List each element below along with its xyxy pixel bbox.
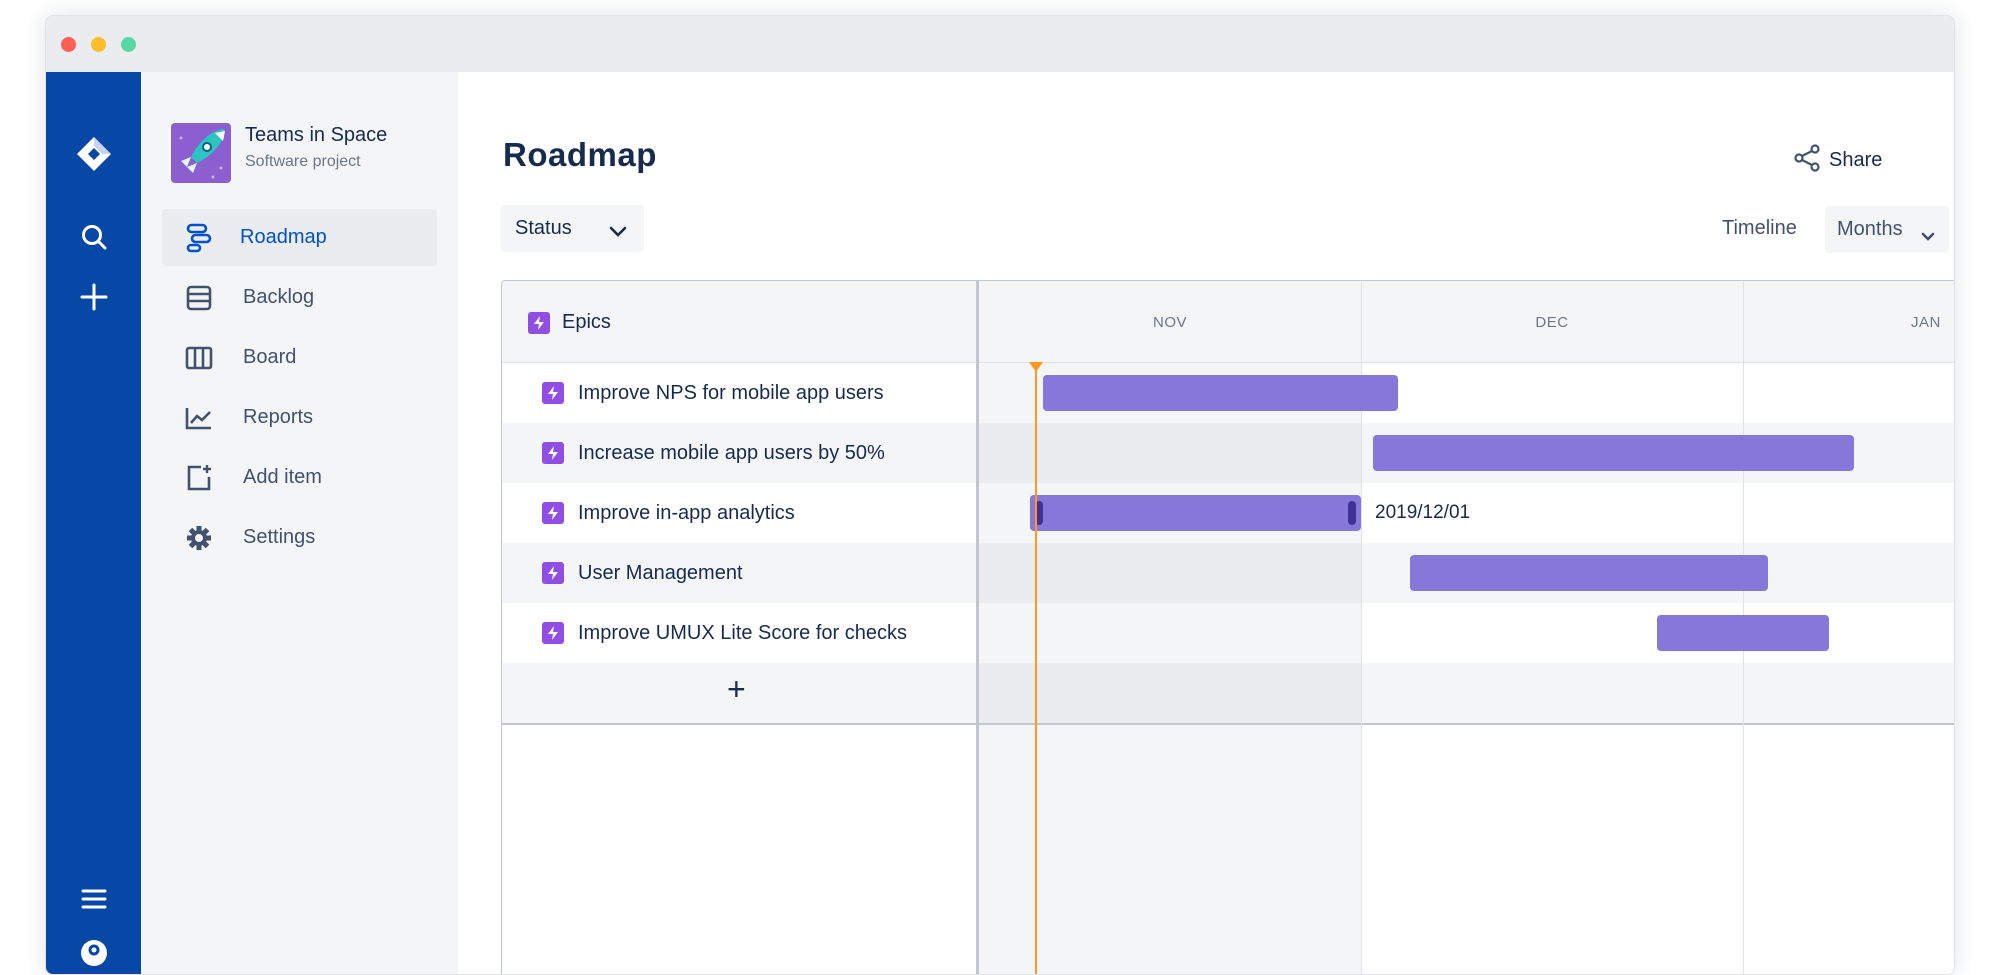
current-month-column xyxy=(979,723,1361,974)
epic-bar[interactable] xyxy=(1656,615,1830,651)
epic-icon xyxy=(528,311,550,334)
epic-bar[interactable] xyxy=(1042,375,1398,411)
close-window-button[interactable] xyxy=(61,37,76,52)
epic-name[interactable]: Improve UMUX Lite Score for checks xyxy=(578,622,907,644)
sidebar-item-label: Backlog xyxy=(243,286,315,308)
epic-row[interactable]: Increase mobile app users by 50% xyxy=(502,423,1954,483)
sidebar-item-roadmap[interactable]: Roadmap xyxy=(162,209,437,266)
chevron-down-icon xyxy=(609,221,627,244)
current-month-cell xyxy=(979,423,1361,483)
today-marker-arrow-icon xyxy=(1028,362,1043,372)
table-bottom-border xyxy=(502,723,1954,725)
epic-icon xyxy=(542,382,564,404)
add-epic-row[interactable]: + xyxy=(502,663,1954,723)
share-button[interactable]: Share xyxy=(1793,144,1882,177)
epic-icon xyxy=(542,562,564,584)
board-icon xyxy=(184,343,214,373)
status-filter-dropdown[interactable]: Status xyxy=(501,205,644,252)
project-avatar[interactable] xyxy=(171,123,231,183)
sidebar-item-backlog[interactable]: Backlog xyxy=(162,269,437,326)
epic-row[interactable]: User Management xyxy=(502,543,1954,603)
share-icon xyxy=(1793,144,1821,177)
sidebar-item-settings[interactable]: Settings xyxy=(162,509,437,566)
month-label-jan: JAN xyxy=(1911,313,1941,331)
roadmap-table: Improve NPS for mobile app users Increase… xyxy=(501,280,1954,974)
project-sidebar: Teams in Space Software project Roadmap … xyxy=(141,72,476,974)
sidebar-item-label: Roadmap xyxy=(240,226,327,248)
epic-icon xyxy=(542,442,564,464)
month-divider xyxy=(1361,281,1362,974)
chevron-down-icon xyxy=(1921,225,1935,248)
timeline-select-value: Months xyxy=(1837,218,1903,240)
epic-name[interactable]: User Management xyxy=(578,562,743,584)
main-content: Roadmap Share Status Timeline Months Imp… xyxy=(458,72,1954,974)
month-label-dec: DEC xyxy=(1535,313,1569,331)
title-bar xyxy=(46,16,1954,72)
epic-bar[interactable] xyxy=(1373,435,1854,471)
bar-start-handle[interactable] xyxy=(1034,501,1043,525)
maximize-window-button[interactable] xyxy=(121,37,136,52)
help-icon[interactable] xyxy=(46,938,141,968)
epic-name[interactable]: Improve in-app analytics xyxy=(578,502,795,524)
epic-bar[interactable] xyxy=(1410,555,1768,591)
bar-end-handle[interactable] xyxy=(1347,501,1356,525)
create-plus-icon[interactable] xyxy=(46,282,141,312)
search-icon[interactable] xyxy=(46,222,141,252)
epic-icon xyxy=(542,502,564,524)
roadmap-icon xyxy=(184,223,214,253)
timeline-scale-select[interactable]: Months xyxy=(1825,206,1949,253)
backlog-icon xyxy=(184,283,214,313)
sidebar-item-label: Board xyxy=(243,346,297,368)
reports-icon xyxy=(184,403,214,433)
timeline-label: Timeline xyxy=(1722,217,1797,239)
sidebar-item-label: Settings xyxy=(243,526,316,548)
current-month-cell xyxy=(979,663,1361,723)
add-epic-button[interactable]: + xyxy=(727,671,746,707)
epic-icon xyxy=(542,622,564,644)
page-title: Roadmap xyxy=(503,136,657,173)
bar-end-date-label: 2019/12/01 xyxy=(1375,502,1471,523)
sidebar-item-board[interactable]: Board xyxy=(162,329,437,386)
epic-name[interactable]: Increase mobile app users by 50% xyxy=(578,442,885,464)
sidebar-item-add-item[interactable]: Add item xyxy=(162,449,437,506)
column-divider[interactable] xyxy=(976,281,979,974)
minimize-window-button[interactable] xyxy=(91,37,106,52)
add-item-icon xyxy=(184,463,214,493)
project-type: Software project xyxy=(245,153,361,170)
share-label: Share xyxy=(1829,149,1883,171)
epics-column-header: Epics xyxy=(528,311,611,334)
epic-bar[interactable] xyxy=(1029,495,1361,531)
month-label-nov: NOV xyxy=(1152,313,1187,331)
epic-name[interactable]: Improve NPS for mobile app users xyxy=(578,382,884,404)
sidebar-item-label: Reports xyxy=(243,406,314,428)
project-name: Teams in Space xyxy=(245,124,388,146)
status-filter-label: Status xyxy=(515,217,572,239)
table-header xyxy=(502,281,1954,363)
today-marker xyxy=(1028,362,1043,974)
menu-icon[interactable] xyxy=(46,885,141,913)
app-window: Teams in Space Software project Roadmap … xyxy=(45,15,1955,975)
settings-icon xyxy=(184,523,214,553)
sidebar-item-label: Add item xyxy=(243,466,322,488)
sidebar-item-reports[interactable]: Reports xyxy=(162,389,437,446)
current-month-cell xyxy=(979,603,1361,663)
epics-header-label: Epics xyxy=(562,311,611,333)
global-nav xyxy=(46,72,141,974)
current-month-cell xyxy=(979,543,1361,603)
jira-logo-icon[interactable] xyxy=(46,134,141,174)
